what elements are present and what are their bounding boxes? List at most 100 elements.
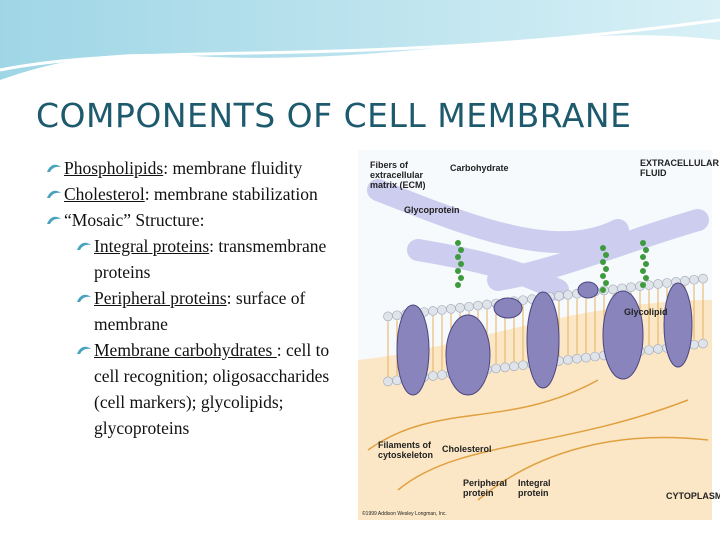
lipid-head bbox=[626, 282, 636, 293]
lipid-head bbox=[446, 303, 456, 314]
lipid-head bbox=[491, 363, 501, 374]
lipid-head bbox=[563, 289, 573, 300]
lipid-head bbox=[554, 291, 564, 301]
bullet-text: : membrane stabilization bbox=[144, 184, 318, 204]
bullet-icon bbox=[47, 164, 61, 172]
protein bbox=[493, 297, 523, 319]
carbohydrate bbox=[455, 268, 461, 274]
carbohydrate bbox=[640, 254, 646, 260]
figure-label: Cholesterol bbox=[442, 444, 492, 454]
lipid-head bbox=[689, 274, 699, 285]
carbohydrate bbox=[600, 273, 606, 279]
lipid-head bbox=[392, 310, 402, 321]
lipid-head bbox=[590, 351, 600, 362]
protein bbox=[445, 314, 491, 396]
header-decoration bbox=[0, 0, 720, 80]
carbohydrate bbox=[455, 282, 461, 288]
bullet-icon bbox=[47, 216, 61, 224]
figure-label: Carbohydrate bbox=[450, 163, 509, 173]
carbohydrate bbox=[640, 282, 646, 288]
bullet-icon bbox=[77, 346, 91, 354]
protein bbox=[602, 290, 644, 380]
figure-label: EXTRACELLULAR FLUID bbox=[640, 158, 719, 178]
bullet-shape bbox=[47, 216, 61, 224]
figure-credit: ©1999 Addison Wesley Longman, Inc. bbox=[362, 511, 447, 517]
bullet-term: Membrane carbohydrates bbox=[94, 340, 277, 360]
lipid-head bbox=[698, 273, 708, 284]
lipid-head bbox=[428, 306, 438, 316]
carbohydrate bbox=[640, 240, 646, 246]
carbohydrate bbox=[458, 261, 464, 267]
figure-label: Filaments of cytoskeleton bbox=[378, 440, 434, 460]
protein bbox=[577, 281, 599, 299]
lipid-head bbox=[581, 352, 591, 363]
lipid-head bbox=[500, 362, 510, 373]
bullet-term: Integral proteins bbox=[94, 236, 210, 256]
bullet-text: : transmembrane proteins bbox=[94, 236, 327, 282]
lipid-head bbox=[518, 360, 528, 371]
bullet-item: Membrane carbohydrates : cell to cell re… bbox=[74, 337, 344, 441]
bullet-shape bbox=[77, 346, 91, 354]
carbohydrate bbox=[600, 259, 606, 265]
figure-label: Glycoprotein bbox=[404, 205, 460, 215]
bullet-term: Phospholipids bbox=[64, 158, 164, 178]
membrane-figure: Fibers of extracellular matrix (ECM) Carb… bbox=[358, 150, 720, 520]
bullet-shape bbox=[47, 164, 61, 172]
figure-label: CYTOPLASM bbox=[666, 491, 720, 501]
carbohydrate bbox=[643, 275, 649, 281]
lipid-head bbox=[653, 279, 663, 289]
bullet-list: Phospholipids: membrane fluidity Choleste… bbox=[44, 155, 344, 441]
bullet-term: Cholesterol bbox=[64, 184, 145, 204]
bullet-icon bbox=[77, 242, 91, 250]
slide-title: COMPONENTS OF CELL MEMBRANE bbox=[36, 96, 632, 135]
carbohydrate bbox=[600, 245, 606, 251]
carbohydrate bbox=[458, 275, 464, 281]
bullet-text: : membrane fluidity bbox=[163, 158, 303, 178]
bullet-icon bbox=[47, 190, 61, 198]
lipid-head bbox=[455, 302, 465, 313]
lipid-head bbox=[428, 371, 438, 381]
bullet-item: Cholesterol: membrane stabilization bbox=[44, 181, 344, 207]
figure-label: Glycolipid bbox=[624, 307, 668, 317]
carbohydrate bbox=[603, 280, 609, 286]
membrane-drawing bbox=[358, 150, 712, 520]
lipid-head bbox=[698, 338, 708, 349]
lipid-head bbox=[383, 311, 393, 322]
carbohydrate bbox=[455, 254, 461, 260]
bullet-item: “Mosaic” Structure: bbox=[44, 207, 344, 233]
carbohydrate bbox=[643, 261, 649, 267]
protein bbox=[396, 304, 430, 396]
figure-label: Peripheral protein bbox=[463, 478, 508, 498]
lipid-head bbox=[383, 376, 393, 387]
bullet-item: Phospholipids: membrane fluidity bbox=[44, 155, 344, 181]
carbohydrate bbox=[603, 252, 609, 258]
carbohydrate bbox=[640, 268, 646, 274]
bullet-text: “Mosaic” Structure: bbox=[64, 210, 205, 230]
protein bbox=[663, 282, 693, 368]
lipid-head bbox=[437, 305, 447, 315]
bullet-shape bbox=[77, 294, 91, 302]
bullet-shape bbox=[77, 242, 91, 250]
figure-label: Integral protein bbox=[518, 478, 551, 498]
lipid-head bbox=[437, 370, 447, 380]
bullet-text: : surface of membrane bbox=[94, 288, 306, 334]
bullet-icon bbox=[77, 294, 91, 302]
bullet-item: Integral proteins: transmembrane protein… bbox=[74, 233, 344, 285]
lipid-head bbox=[653, 344, 663, 354]
lipid-head bbox=[563, 354, 573, 365]
bullet-term: Peripheral proteins bbox=[94, 288, 227, 308]
bullet-text: : cell to cell recognition; oligosacchar… bbox=[94, 340, 330, 438]
lipid-head bbox=[509, 361, 519, 372]
lipid-head bbox=[473, 300, 483, 311]
lipid-head bbox=[482, 299, 492, 310]
carbohydrate bbox=[600, 287, 606, 293]
carbohydrate bbox=[603, 266, 609, 272]
lipid-head bbox=[662, 278, 672, 288]
lipid-head bbox=[644, 345, 654, 355]
lipid-head bbox=[464, 301, 474, 312]
carbohydrate bbox=[643, 247, 649, 253]
carbohydrate bbox=[455, 240, 461, 246]
figure-label: Fibers of extracellular matrix (ECM) bbox=[370, 160, 426, 190]
carbohydrate bbox=[458, 247, 464, 253]
